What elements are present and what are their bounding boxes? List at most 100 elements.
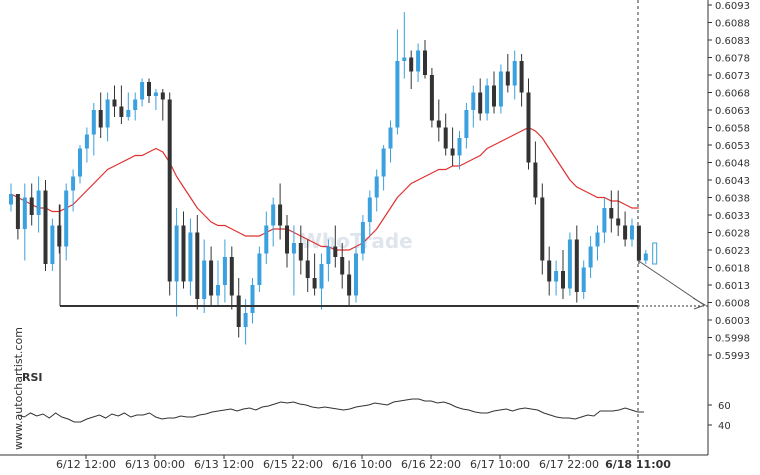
candle-body [257, 253, 262, 285]
candle-body [354, 253, 358, 296]
candle-body [236, 295, 241, 327]
candle-body [457, 138, 462, 156]
candle-body [195, 232, 200, 299]
candle-body [492, 85, 496, 107]
time-tick-label: 6/12 12:00 [56, 458, 116, 471]
price-tick-label: 0.6023 [715, 246, 750, 257]
price-tick-label: 0.6008 [715, 299, 750, 310]
price-tick-label: 0.6088 [715, 19, 750, 30]
chart-grid [637, 0, 709, 455]
candle-body [395, 61, 400, 128]
candle-body [243, 313, 248, 327]
candle-body [271, 204, 276, 226]
candle-body [595, 232, 600, 247]
candle-body [616, 218, 621, 226]
candle-body [512, 61, 517, 86]
price-tick-label: 0.6028 [715, 229, 750, 240]
price-tick-label: 0.6068 [715, 89, 750, 100]
candle-body [554, 271, 559, 282]
candle-body [526, 92, 531, 163]
moving-average-line [10, 126, 639, 251]
candle-body [567, 239, 572, 289]
candle-body [326, 246, 331, 264]
candle-body [519, 61, 524, 93]
candle-body [222, 257, 227, 285]
candle-body [188, 232, 193, 282]
candle-body [126, 110, 131, 117]
candle-body [581, 267, 586, 292]
candle-body [416, 50, 421, 72]
candle-body [561, 271, 565, 289]
candle-body [298, 243, 303, 261]
rsi-panel: 60 40 [17, 398, 731, 432]
support-line [59, 204, 708, 307]
candle-body [602, 208, 607, 233]
time-axis: 6/12 12:00 6/13 00:00 6/13 12:00 6/15 22:00… [0, 454, 708, 471]
time-tick-label: 6/16 10:00 [332, 458, 392, 471]
candle-body [540, 197, 545, 261]
candle-body [574, 239, 579, 292]
rsi-tick-label: 60 [718, 401, 731, 412]
candle-body [71, 176, 76, 191]
candle-body [112, 99, 117, 107]
price-tick-label: 0.5998 [715, 334, 750, 345]
candle-body [133, 99, 138, 110]
rsi-label: RSI [22, 371, 43, 384]
candle-body [333, 246, 338, 257]
rsi-tick-label: 40 [718, 421, 731, 432]
price-tick-label: 0.6073 [715, 71, 750, 82]
candle-body-current [652, 242, 658, 265]
candle-body [153, 92, 158, 96]
candle-body [409, 57, 414, 72]
side-label: www.autochartist.com [12, 327, 25, 450]
candle-body [15, 194, 20, 229]
time-tick-label: 6/17 22:00 [539, 458, 599, 471]
candle-body [347, 274, 352, 296]
candle-body [174, 225, 179, 282]
candle-body [105, 99, 110, 128]
candle-body [91, 110, 96, 135]
candle-body [264, 225, 269, 254]
candle-body [305, 260, 310, 278]
candle-body [285, 225, 289, 254]
price-tick-label: 0.6093 [715, 1, 750, 12]
candle-body [367, 197, 372, 222]
candle-body [50, 225, 55, 264]
candle-body [485, 85, 490, 114]
candle-body [36, 190, 41, 215]
candle-body [443, 127, 448, 149]
moving-average-path [10, 126, 639, 251]
candle-body [22, 197, 27, 229]
candle-body [147, 82, 151, 96]
price-tick-label: 0.6038 [715, 194, 750, 205]
candle-body [216, 285, 220, 296]
candle-body [140, 82, 145, 100]
candle-body [478, 92, 483, 114]
candle-body [505, 71, 510, 86]
candle-body [360, 222, 365, 254]
projection-line [637, 260, 705, 306]
candle-body [9, 194, 13, 205]
candle-body [623, 225, 628, 240]
candle-body [181, 225, 186, 282]
candle-body [533, 162, 538, 198]
candle-body [29, 197, 34, 215]
candle-body [436, 120, 441, 128]
candle-body [388, 127, 393, 149]
candle-body [464, 110, 469, 138]
candle-body [291, 243, 296, 254]
candle-body [630, 225, 634, 240]
candle-body [119, 106, 124, 117]
candle-body [429, 75, 434, 121]
candle-body [609, 208, 614, 219]
price-tick-label: 0.6013 [715, 281, 750, 292]
candle-body [402, 57, 407, 61]
candle-body [588, 246, 593, 268]
rsi-line [17, 398, 644, 423]
candle-body [84, 134, 89, 149]
time-tick-label: 6/13 12:00 [194, 458, 254, 471]
price-tick-label: 0.6058 [715, 124, 750, 135]
candle-body [78, 148, 82, 177]
candle-body [64, 190, 69, 247]
